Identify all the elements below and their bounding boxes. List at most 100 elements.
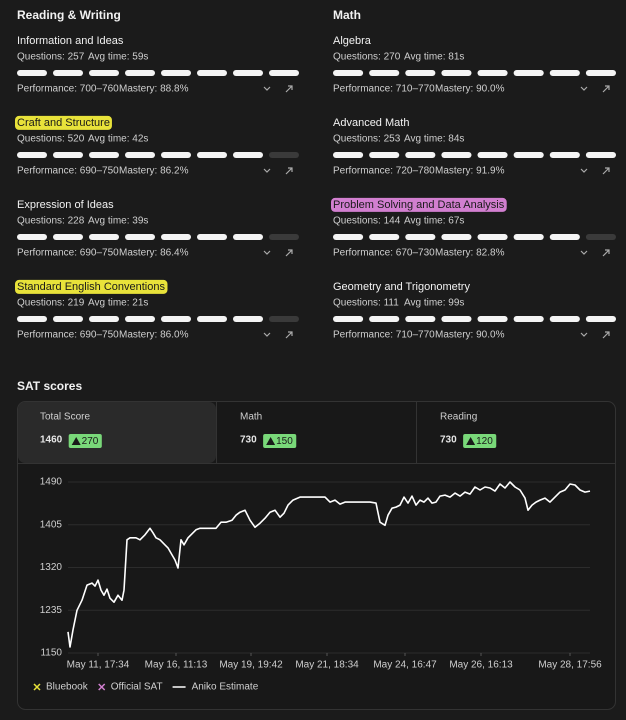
skill-name[interactable]: Information and Ideas [17, 35, 124, 47]
avg-time: Avg time: 99s [404, 298, 464, 309]
questions: Questions: 520 [17, 134, 85, 145]
tab-label[interactable]: Total Score [40, 412, 90, 423]
expand-icon[interactable] [580, 332, 588, 337]
avg-time: Avg time: 84s [404, 134, 464, 145]
legend-label[interactable]: Official SAT [111, 682, 163, 693]
expand-icon[interactable] [263, 250, 271, 255]
skill-name[interactable]: Algebra [333, 35, 372, 47]
expand-icon[interactable] [580, 168, 588, 173]
progress-segment [333, 152, 364, 158]
legend-label[interactable]: Bluebook [46, 682, 89, 693]
x-tick-label: May 26, 16:13 [449, 660, 513, 671]
avg-time: Avg time: 42s [88, 134, 148, 145]
tab-label[interactable]: Math [240, 412, 262, 423]
questions: Questions: 257 [17, 52, 85, 63]
progress-segment [477, 70, 508, 76]
score-card [17, 401, 616, 710]
expand-icon[interactable] [580, 86, 588, 91]
progress-segment [89, 234, 119, 240]
highlight [331, 197, 507, 212]
progress-segment [513, 316, 544, 322]
legend-label[interactable]: Aniko Estimate [192, 682, 259, 693]
expand-icon[interactable] [263, 168, 271, 173]
mastery: Mastery: 86.4% [119, 248, 189, 259]
progress-segment [405, 234, 436, 240]
progress-segment [89, 70, 119, 76]
mastery: Mastery: 91.9% [435, 166, 505, 177]
avg-time: Avg time: 39s [88, 216, 148, 227]
open-icon[interactable] [285, 85, 293, 93]
performance: Performance: 670–730 [333, 248, 435, 259]
skill-name[interactable]: Problem Solving and Data Analysis [333, 199, 505, 211]
x-tick-label: May 24, 16:47 [373, 660, 437, 671]
progress-segment [161, 234, 191, 240]
progress-segment [89, 152, 119, 158]
progress-segment [269, 70, 299, 76]
open-icon[interactable] [602, 167, 610, 175]
skill-name[interactable]: Craft and Structure [17, 117, 110, 129]
section-title: Reading & Writing [17, 8, 121, 22]
avg-time: Avg time: 21s [88, 298, 148, 309]
open-icon[interactable] [602, 331, 610, 339]
open-icon[interactable] [285, 167, 293, 175]
progress-segment [161, 316, 191, 322]
performance: Performance: 690–750 [17, 166, 119, 177]
progress-segment [585, 316, 616, 322]
progress-segment [125, 234, 155, 240]
open-icon[interactable] [285, 249, 293, 257]
progress-segment [17, 234, 47, 240]
progress-segment [549, 234, 580, 240]
progress-segment [477, 234, 508, 240]
progress-segment [585, 234, 616, 240]
progress-segment [233, 152, 263, 158]
y-tick-label: 1320 [40, 562, 63, 573]
tab-score: 730 [240, 435, 257, 446]
progress-segment [441, 316, 472, 322]
up-arrow [71, 437, 81, 445]
progress-segment [513, 234, 544, 240]
legend-marker [33, 683, 41, 691]
progress-segment [549, 316, 580, 322]
progress-segment [333, 234, 364, 240]
questions: Questions: 219 [17, 298, 85, 309]
progress-segment [17, 316, 47, 322]
progress-segment [125, 316, 155, 322]
tab-label[interactable]: Reading [440, 412, 477, 423]
open-icon[interactable] [285, 331, 293, 339]
active-tab-bg [18, 402, 216, 463]
progress-segment [333, 70, 364, 76]
progress-segment [585, 152, 616, 158]
skill-name[interactable]: Expression of Ideas [17, 199, 114, 211]
avg-time: Avg time: 67s [404, 216, 464, 227]
expand-icon[interactable] [580, 250, 588, 255]
performance: Performance: 710–770 [333, 84, 435, 95]
expand-icon[interactable] [263, 332, 271, 337]
up-arrow [466, 437, 476, 445]
open-icon[interactable] [602, 85, 610, 93]
progress-segment [585, 70, 616, 76]
progress-segment [197, 316, 227, 322]
progress-segment [513, 152, 544, 158]
progress-segment [53, 316, 83, 322]
mastery: Mastery: 88.8% [119, 84, 189, 95]
progress-segment [233, 316, 263, 322]
performance: Performance: 700–760 [17, 84, 119, 95]
progress-segment [441, 152, 472, 158]
skill-name[interactable]: Geometry and Trigonometry [333, 281, 470, 293]
open-icon[interactable] [602, 249, 610, 257]
scores-title: SAT scores [17, 379, 82, 393]
progress-segment [269, 152, 299, 158]
progress-segment [161, 152, 191, 158]
expand-icon[interactable] [263, 86, 271, 91]
progress-segment [513, 70, 544, 76]
x-tick-label: May 16, 11:13 [145, 660, 208, 671]
skill-name[interactable]: Advanced Math [333, 117, 409, 129]
x-tick-label: May 28, 17:56 [538, 660, 602, 671]
highlight [15, 115, 112, 130]
mastery: Mastery: 86.0% [119, 330, 189, 341]
skill-name[interactable]: Standard English Conventions [17, 281, 165, 293]
y-tick-label: 1490 [40, 477, 63, 488]
progress-segment [269, 316, 299, 322]
